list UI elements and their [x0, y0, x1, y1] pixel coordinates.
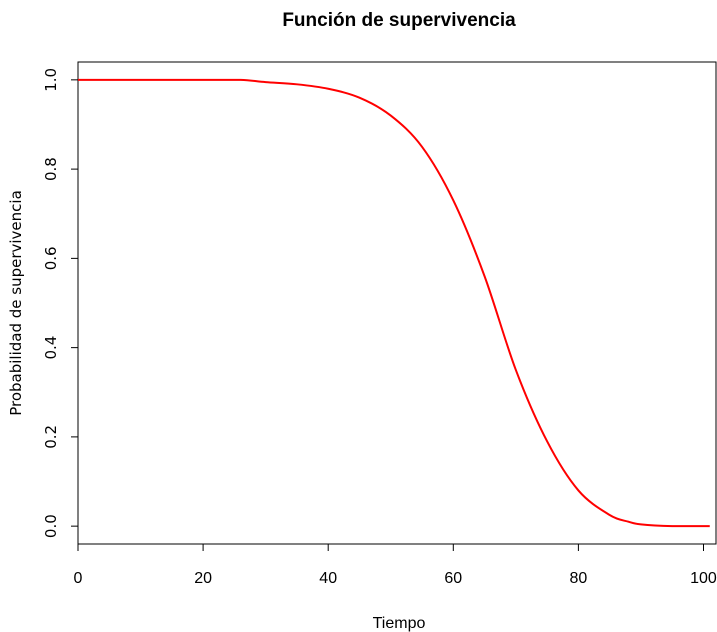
x-tick-label: 80	[569, 570, 587, 587]
chart-title: Función de supervivencia	[282, 10, 516, 31]
y-axis-label: Probabilidad de supervivencia	[7, 190, 25, 416]
y-tick-label: 0.8	[42, 157, 60, 181]
y-tick-label: 1.0	[42, 68, 60, 92]
x-tick-label: 40	[319, 570, 337, 587]
y-tick-label: 0.6	[42, 246, 60, 270]
y-axis: 0.0 0.2 0.4 0.6 0.8 1.0	[42, 68, 78, 538]
x-tick-label: 100	[690, 570, 717, 587]
x-tick-label: 60	[444, 570, 462, 587]
x-tick-label: 20	[194, 570, 212, 587]
y-tick-label: 0.2	[42, 425, 60, 449]
series-layer	[78, 78, 710, 528]
x-axis: 0 20 40 60 80 100	[74, 544, 717, 587]
x-tick-label: 0	[74, 570, 83, 587]
plot-area	[77, 61, 717, 545]
survival-curve	[78, 78, 710, 528]
x-axis-label: Tiempo	[373, 615, 426, 632]
y-tick-label: 0.0	[42, 514, 60, 538]
y-tick-label: 0.4	[42, 336, 60, 360]
